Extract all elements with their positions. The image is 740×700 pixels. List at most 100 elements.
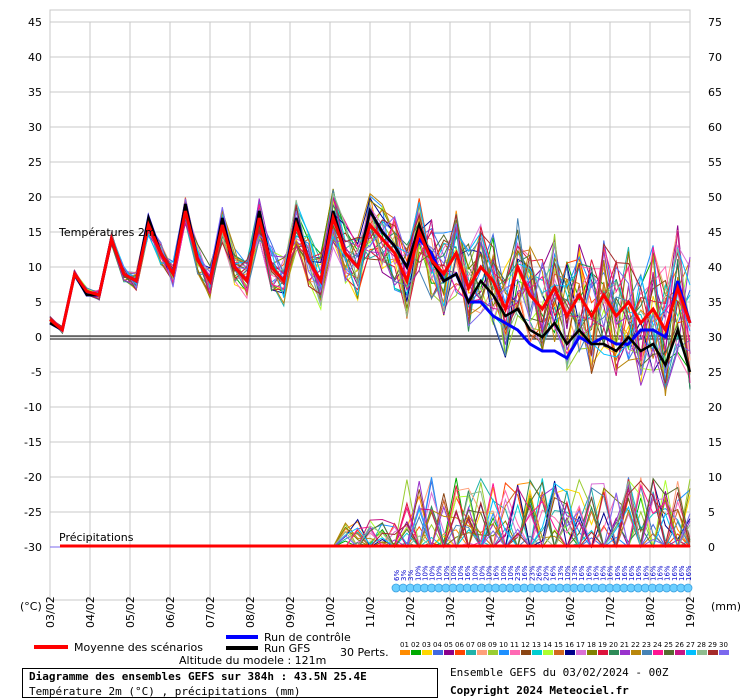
member-id: 30 <box>719 641 728 649</box>
member-swatch <box>554 650 564 655</box>
member-id: 20 <box>609 641 618 649</box>
date-tick: 12/02 <box>404 596 417 628</box>
snow-percent: 10% <box>507 565 515 581</box>
date-tick: 18/02 <box>644 596 657 628</box>
date-tick: 16/02 <box>564 596 577 628</box>
member-swatch <box>587 650 597 655</box>
member-id: 08 <box>477 641 486 649</box>
temperature-tick: -30 <box>24 541 42 554</box>
date-tick: 08/02 <box>244 596 257 628</box>
member-swatch <box>444 650 454 655</box>
legend-mean-label: Moyenne des scénarios <box>74 641 203 654</box>
member-swatch <box>422 650 432 655</box>
member-swatch <box>499 650 509 655</box>
member-id: 12 <box>521 641 530 649</box>
copyright: Copyright 2024 Meteociel.fr <box>450 684 629 697</box>
member-swatch <box>609 650 619 655</box>
temperature-tick: -10 <box>24 401 42 414</box>
snow-percent: 16% <box>592 565 600 581</box>
snow-flake-icon <box>683 583 693 593</box>
snow-percent: 10% <box>478 565 486 581</box>
member-id: 09 <box>488 641 497 649</box>
temperature-axis-ticks: 45 40 35 30 25 20 15 10 5 0 -5 -10 -15 -20 -25 -30 <box>24 16 42 554</box>
snow-percent: 16% <box>493 565 501 581</box>
snow-percent: 16% <box>600 565 608 581</box>
precipitation-tick: 60 <box>708 121 722 134</box>
member-id: 14 <box>543 641 552 649</box>
member-swatch <box>400 650 410 655</box>
chart-grid <box>49 9 691 601</box>
snow-percent: 10% <box>471 565 479 581</box>
legend: Moyenne des scénarios Run de contrôle Ru… <box>34 631 729 666</box>
date-tick: 14/02 <box>484 596 497 628</box>
precipitation-tick: 20 <box>708 401 722 414</box>
temperature-tick: 40 <box>28 51 42 64</box>
precipitation-label: Précipitations <box>59 531 134 544</box>
precipitation-tick: 50 <box>708 191 722 204</box>
snow-percent: 16% <box>678 565 686 581</box>
snow-probability-row: 6% 3% 3% 10% 10% 10% 10% 10% 10% 10% 16% 10% 10% 10% 1… <box>391 565 693 593</box>
snow-percent: 10% <box>414 565 422 581</box>
member-id: 26 <box>675 641 684 649</box>
member-swatch <box>488 650 498 655</box>
temperature-tick: 5 <box>35 296 42 309</box>
member-id: 07 <box>466 641 475 649</box>
member-swatch <box>642 650 652 655</box>
snow-percent: 13% <box>557 565 565 581</box>
precipitation-tick: 0 <box>708 541 715 554</box>
temperature-label: Températures 2m <box>58 226 156 239</box>
member-swatch <box>675 650 685 655</box>
legend-gfs-label: Run GFS <box>264 642 310 655</box>
member-swatch <box>697 650 707 655</box>
member-swatch <box>576 650 586 655</box>
member-swatch <box>543 650 553 655</box>
date-axis-ticks: 03/02 04/02 05/02 06/02 07/02 08/02 09/02 10/02… <box>44 596 697 628</box>
snow-percent: 23% <box>514 565 522 581</box>
snow-percent: 16% <box>657 565 665 581</box>
member-id: 06 <box>455 641 464 649</box>
member-swatch <box>598 650 608 655</box>
member-id: 03 <box>422 641 431 649</box>
precipitation-tick: 15 <box>708 436 722 449</box>
precipitation-tick: 70 <box>708 51 722 64</box>
date-tick: 03/02 <box>44 596 57 628</box>
member-id: 15 <box>554 641 563 649</box>
date-tick: 19/02 <box>684 596 697 628</box>
temperature-tick: -5 <box>31 366 42 379</box>
main-lines <box>49 203 692 548</box>
member-id: 24 <box>653 641 662 649</box>
snow-percent: 3% <box>400 570 408 581</box>
plot-frame <box>49 9 691 601</box>
member-swatch <box>620 650 630 655</box>
member-swatch <box>565 650 575 655</box>
date-tick: 17/02 <box>604 596 617 628</box>
snow-percent: 10% <box>429 565 437 581</box>
member-id: 19 <box>598 641 607 649</box>
snow-percent: 13% <box>571 565 579 581</box>
snow-percent: 16% <box>550 565 558 581</box>
member-swatch <box>455 650 465 655</box>
snow-percent: 16% <box>578 565 586 581</box>
temperature-tick: 20 <box>28 191 42 204</box>
date-tick: 09/02 <box>284 596 297 628</box>
member-id: 13 <box>532 641 541 649</box>
precipitation-tick: 5 <box>708 506 715 519</box>
precipitation-tick: 35 <box>708 296 722 309</box>
member-legend: 01 02 03 04 05 06 07 08 09 10 11 12 13 14 15 16 17 18 19 20… <box>400 641 729 655</box>
member-swatch <box>686 650 696 655</box>
snow-percent: 16% <box>671 565 679 581</box>
member-id: 16 <box>565 641 574 649</box>
precipitation-tick: 30 <box>708 331 722 344</box>
precipitation-tick: 65 <box>708 86 722 99</box>
member-id: 28 <box>697 641 706 649</box>
snow-percent: 23% <box>528 565 536 581</box>
snow-percent: 10% <box>450 565 458 581</box>
date-tick: 11/02 <box>364 596 377 628</box>
member-id: 29 <box>708 641 717 649</box>
temperature-tick: -15 <box>24 436 42 449</box>
member-swatch <box>719 650 729 655</box>
member-id: 25 <box>664 641 673 649</box>
temperature-tick: -25 <box>24 506 42 519</box>
member-id: 04 <box>433 641 442 649</box>
